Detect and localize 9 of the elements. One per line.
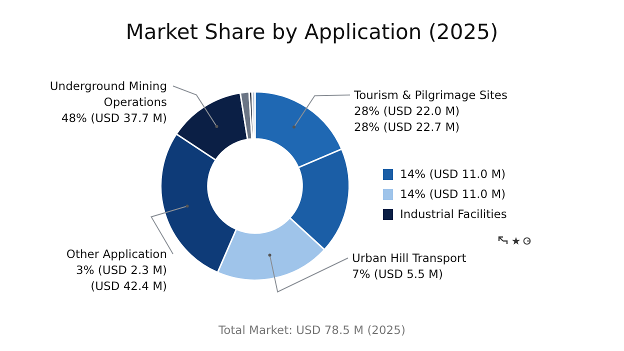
legend-label: 14% (USD 11.0 M) bbox=[400, 166, 506, 183]
legend-label: Industrial Facilities bbox=[400, 206, 507, 223]
text: Urban Hill Transport 7% (USD 5.5 M) bbox=[352, 250, 468, 282]
text: Total Market: USD 78.5 M (2025) bbox=[218, 322, 406, 338]
text: Tourism & Pilgrimage Sites 28% (USD 22.0 M) 28% (USD 22.7 M) bbox=[354, 87, 508, 135]
text: Underground Mining Operations 48% (USD 37.7 M) bbox=[48, 78, 167, 126]
text: Other Application 3% (USD 2.3 M) (USD 42.4 M) bbox=[65, 246, 167, 294]
chart-title: Market Share by Application (2025) bbox=[124, 20, 500, 44]
legend-label: 14% (USD 11.0 M) bbox=[400, 186, 506, 203]
